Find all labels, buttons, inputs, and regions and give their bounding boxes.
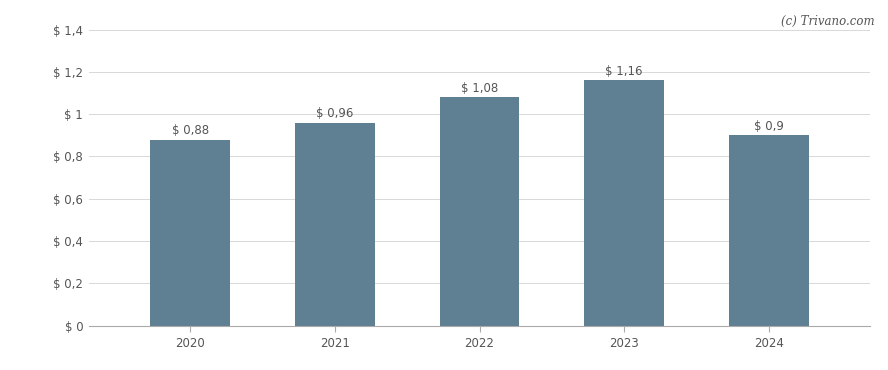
Bar bbox=[729, 135, 809, 326]
Text: (c) Trivano.com: (c) Trivano.com bbox=[781, 15, 875, 28]
Text: $ 1,16: $ 1,16 bbox=[606, 65, 643, 78]
Text: $ 0,88: $ 0,88 bbox=[171, 124, 209, 137]
Bar bbox=[295, 122, 375, 326]
Text: $ 1,08: $ 1,08 bbox=[461, 81, 498, 94]
Bar bbox=[584, 80, 664, 326]
Bar bbox=[150, 139, 230, 326]
Text: $ 0,9: $ 0,9 bbox=[754, 120, 784, 132]
Bar bbox=[440, 97, 519, 326]
Text: $ 0,96: $ 0,96 bbox=[316, 107, 353, 120]
